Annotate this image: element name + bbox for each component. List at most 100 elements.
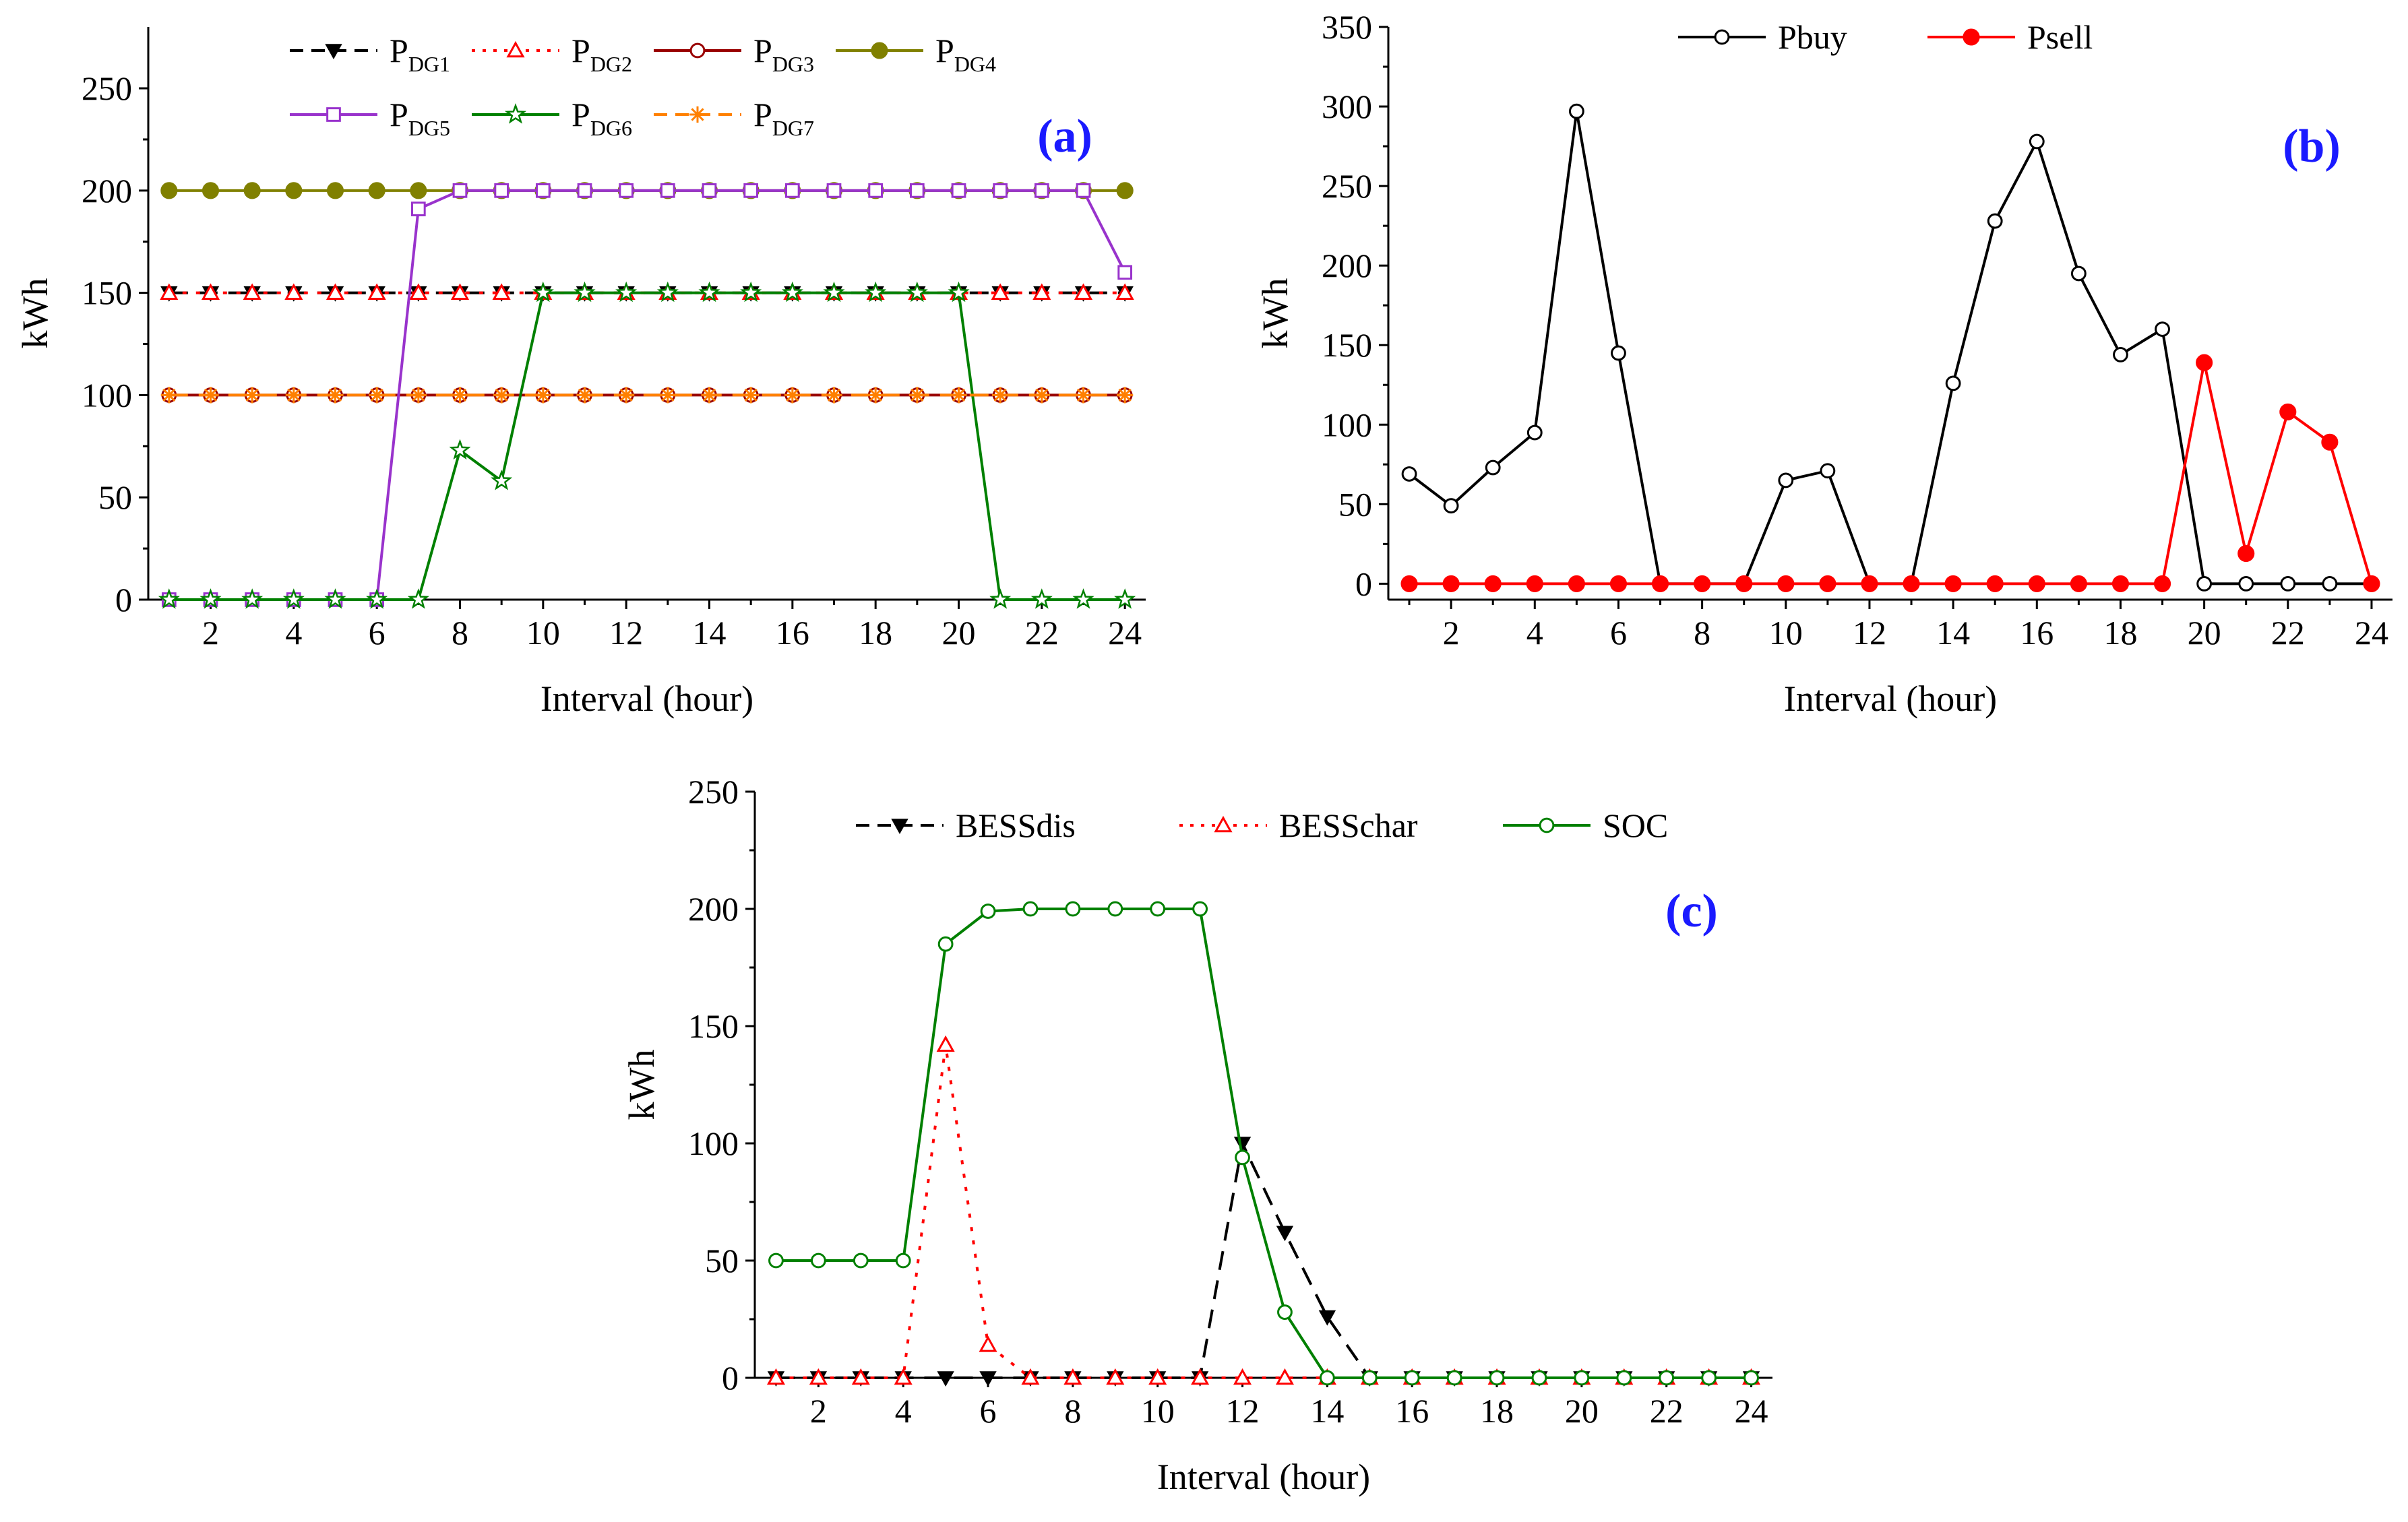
series-line-soc — [776, 908, 1752, 1379]
y-tick-label: 50 — [705, 1242, 739, 1279]
data-point-dg6 — [823, 281, 845, 303]
x-tick-label: 14 — [1936, 614, 1970, 652]
data-point-dg7 — [576, 387, 593, 404]
data-point-dg6 — [781, 281, 803, 303]
data-point-besschar — [851, 1368, 870, 1385]
data-point-dg2 — [1115, 283, 1134, 300]
data-point-psell — [2321, 433, 2339, 451]
data-point-dg7 — [992, 387, 1009, 404]
x-tick-label: 2 — [810, 1392, 827, 1430]
legend-item-dg7: PDG7 — [654, 96, 814, 140]
data-point-psell — [1861, 575, 1878, 592]
data-point-dg7 — [618, 387, 635, 404]
x-tick-label: 10 — [1769, 614, 1803, 652]
x-axis-title: Interval (hour) — [1784, 678, 1997, 719]
data-point-soc — [1743, 1370, 1759, 1386]
data-point-psell — [2237, 544, 2255, 563]
data-point-psell — [1526, 575, 1543, 592]
data-point-dg6 — [1114, 588, 1136, 609]
legend-marker-dg7 — [689, 106, 706, 123]
data-point-dg4 — [285, 182, 303, 199]
y-tick-label: 100 — [1322, 406, 1372, 443]
data-point-dg4 — [202, 182, 220, 199]
legend-marker-dg6 — [504, 103, 527, 124]
x-tick-label: 6 — [980, 1392, 997, 1430]
data-point-dg5 — [993, 183, 1008, 198]
data-point-dg7 — [701, 387, 718, 404]
data-point-dg5 — [743, 183, 759, 198]
legend-label-dg1: PDG1 — [390, 32, 450, 76]
data-point-soc — [1319, 1370, 1335, 1386]
data-point-psell — [1944, 575, 1962, 592]
data-point-dg7 — [784, 387, 801, 404]
data-point-psell — [1819, 575, 1836, 592]
y-tick-label: 0 — [722, 1359, 739, 1397]
data-point-dg7-stroke — [204, 388, 218, 402]
legend-marker-dg5 — [326, 107, 341, 122]
data-point-dg5 — [1076, 183, 1091, 198]
y-axis-title: kWh — [1255, 278, 1295, 349]
series-besschar — [766, 1035, 1761, 1385]
x-tick-label: 12 — [1226, 1392, 1260, 1430]
data-point-bessdis — [979, 1371, 997, 1387]
data-point-dg7-stroke — [619, 388, 633, 402]
data-point-dg7 — [659, 387, 676, 404]
x-tick-label: 20 — [2188, 614, 2221, 652]
x-tick-label: 12 — [1853, 614, 1886, 652]
x-tick-label: 4 — [1526, 614, 1543, 652]
data-point-dg7-stroke — [1118, 388, 1132, 402]
x-tick-label: 8 — [1064, 1392, 1081, 1430]
x-tick-label: 6 — [369, 614, 385, 652]
data-point-dg6 — [199, 588, 222, 609]
data-point-besschar — [1191, 1368, 1210, 1385]
series-line-besschar — [776, 1043, 1752, 1379]
data-point-dg7 — [452, 387, 468, 404]
series-psell — [1400, 354, 2380, 592]
legend-label-dg3: PDG3 — [753, 32, 814, 76]
data-point-pbuy — [1526, 424, 1543, 441]
x-tick-label: 18 — [1480, 1392, 1514, 1430]
data-point-dg7-stroke — [162, 388, 176, 402]
data-point-besschar — [936, 1035, 955, 1052]
data-point-bessdis — [1318, 1310, 1336, 1326]
data-point-pbuy — [1987, 213, 2003, 229]
legend-subscript-dg7: DG7 — [772, 116, 814, 140]
legend-marker-psell — [1963, 28, 1980, 46]
data-point-dg5 — [577, 183, 592, 198]
data-point-dg2 — [326, 283, 345, 300]
x-tick-label: 20 — [1565, 1392, 1599, 1430]
data-point-psell — [2153, 575, 2171, 592]
x-axis-title: Interval (hour) — [541, 678, 753, 719]
data-point-dg7 — [369, 387, 385, 404]
x-tick-label: 6 — [1610, 614, 1627, 652]
legend-marker-dg4 — [871, 42, 888, 59]
data-point-psell — [1442, 575, 1460, 592]
data-point-dg6 — [906, 281, 928, 303]
y-tick-label: 50 — [1338, 485, 1372, 523]
legend-marker-soc — [1539, 817, 1555, 833]
data-point-psell — [1903, 575, 1920, 592]
data-point-pbuy — [1443, 498, 1459, 514]
panel-label: (a) — [1037, 110, 1092, 162]
data-point-pbuy — [2155, 321, 2170, 338]
y-tick-label: 250 — [82, 69, 132, 107]
data-point-pbuy — [1778, 472, 1794, 488]
y-tick-label: 300 — [1322, 88, 1372, 125]
y-tick-label: 0 — [1355, 565, 1372, 602]
data-point-soc — [1107, 901, 1123, 917]
data-point-dg7 — [534, 387, 551, 404]
legend-marker-bessdis — [891, 819, 908, 835]
legend-item-dg6: PDG6 — [472, 96, 632, 140]
legend-marker-dg3 — [689, 42, 706, 59]
data-point-dg7 — [493, 387, 510, 404]
data-point-dg4 — [410, 182, 427, 199]
data-point-dg2 — [201, 283, 220, 300]
data-point-psell — [1568, 575, 1585, 592]
data-point-dg7 — [244, 387, 261, 404]
data-point-dg2 — [492, 283, 511, 300]
x-tick-label: 14 — [693, 614, 727, 652]
series-pbuy — [1401, 103, 2380, 592]
data-point-besschar — [894, 1368, 913, 1385]
y-tick-label: 50 — [98, 478, 132, 516]
